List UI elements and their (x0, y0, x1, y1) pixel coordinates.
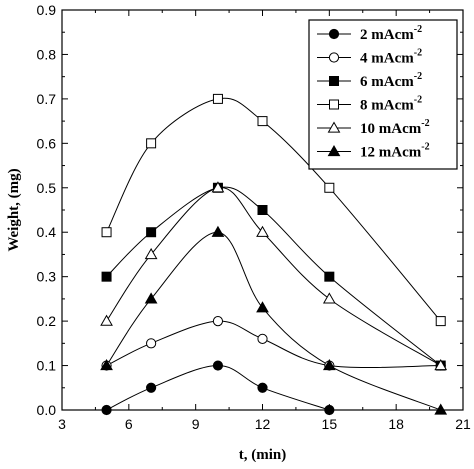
data-point-s1-4 (257, 382, 268, 393)
legend-marker-4 (329, 99, 339, 110)
data-point-s5-4 (256, 225, 269, 237)
legend-marker-5 (327, 121, 341, 133)
data-point-s5-6 (434, 359, 448, 371)
data-point-s1-2 (146, 382, 157, 393)
data-point-s5-1 (100, 314, 113, 326)
y-axis-title: Weight, (mg) (6, 168, 22, 251)
data-point-s5-5 (322, 292, 336, 304)
y-tick-label: 0.2 (37, 313, 57, 329)
x-tick-label: 15 (322, 416, 338, 432)
x-tick-label: 6 (125, 416, 133, 432)
data-point-s6-4 (256, 301, 269, 313)
data-point-s3-2 (146, 227, 157, 238)
y-tick-label: 0.4 (37, 224, 57, 240)
data-point-s6-3 (211, 225, 225, 237)
data-point-s4-3 (212, 93, 223, 104)
data-point-s6-6 (434, 403, 448, 415)
legend-box (308, 19, 458, 170)
data-point-s2-3 (212, 316, 224, 327)
data-point-s4-2 (146, 138, 157, 149)
data-point-s2-4 (257, 333, 268, 344)
axes: 3 6 9 12 15 18 21 0.0 0.1 0.2 0.3 0.4 0.5 0.6 0.7 0.8 0.… (37, 2, 471, 432)
legend-marker-2 (328, 52, 340, 63)
x-tick-label: 18 (388, 416, 404, 432)
data-point-s4-1 (101, 227, 112, 238)
legend-marker-1 (328, 28, 340, 40)
data-point-s6-1 (100, 359, 113, 371)
legend-label-5: 10 mAcm-2 (360, 118, 430, 137)
data-point-s3-1 (101, 271, 112, 282)
series-line-5 (106, 187, 441, 366)
legend-marker-6 (327, 144, 341, 157)
y-tick-label: 0.9 (37, 2, 57, 18)
series-line-4 (106, 97, 442, 322)
legend-label-1: 2 mAcm-2 (360, 24, 422, 43)
y-tick-label: 0.0 (37, 402, 57, 418)
data-point-s3-4 (257, 205, 268, 215)
x-tick-label: 21 (455, 416, 471, 432)
y-tick-label: 0.6 (37, 135, 57, 151)
legend-marker-3 (329, 76, 339, 86)
legend-label-4: 8 mAcm-2 (360, 95, 422, 114)
legend-label-2: 4 mAcm-2 (360, 48, 422, 67)
data-point-s4-4 (257, 116, 268, 127)
data-points (100, 93, 448, 416)
x-tick-label: 3 (58, 416, 66, 432)
data-point-s1-3 (212, 360, 224, 371)
series-line-2 (106, 320, 441, 369)
data-point-s4-6 (435, 316, 446, 327)
y-tick-label: 0.5 (37, 180, 57, 196)
x-tick-label: 12 (255, 416, 271, 432)
y-tick-label: 0.7 (37, 91, 57, 107)
data-point-s6-5 (322, 359, 336, 371)
data-point-s3-5 (324, 271, 335, 282)
legend-label-3: 6 mAcm-2 (360, 71, 422, 90)
data-point-s5-3 (211, 181, 225, 193)
series-line-3 (106, 186, 442, 366)
y-tick-label: 0.8 (37, 46, 57, 62)
data-point-s6-2 (144, 292, 158, 304)
x-tick-label: 9 (192, 416, 200, 432)
legend: 2 mAcm-2 4 mAcm-2 6 mAcm-2 8 mAcm-2 10 mAcm-… (308, 19, 458, 170)
data-point-s5-2 (144, 247, 158, 260)
data-point-s2-2 (146, 338, 157, 349)
y-tick-label: 0.3 (37, 269, 57, 285)
legend-label-6: 12 mAcm-2 (360, 142, 430, 161)
data-point-s4-5 (324, 182, 335, 193)
series-line-1 (106, 365, 330, 411)
y-tick-label: 0.1 (37, 358, 57, 374)
x-axis-title: t, (min) (239, 447, 287, 463)
